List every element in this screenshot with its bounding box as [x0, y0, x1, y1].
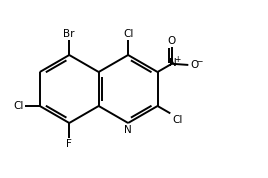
Text: O: O: [190, 60, 198, 70]
Text: N: N: [169, 58, 176, 68]
Text: Br: Br: [64, 28, 75, 38]
Text: N: N: [124, 125, 132, 135]
Text: Cl: Cl: [172, 115, 183, 125]
Text: +: +: [174, 54, 180, 64]
Text: F: F: [66, 140, 72, 150]
Text: Cl: Cl: [13, 101, 23, 111]
Text: O: O: [168, 36, 176, 46]
Text: Cl: Cl: [123, 28, 133, 38]
Text: −: −: [196, 57, 202, 66]
